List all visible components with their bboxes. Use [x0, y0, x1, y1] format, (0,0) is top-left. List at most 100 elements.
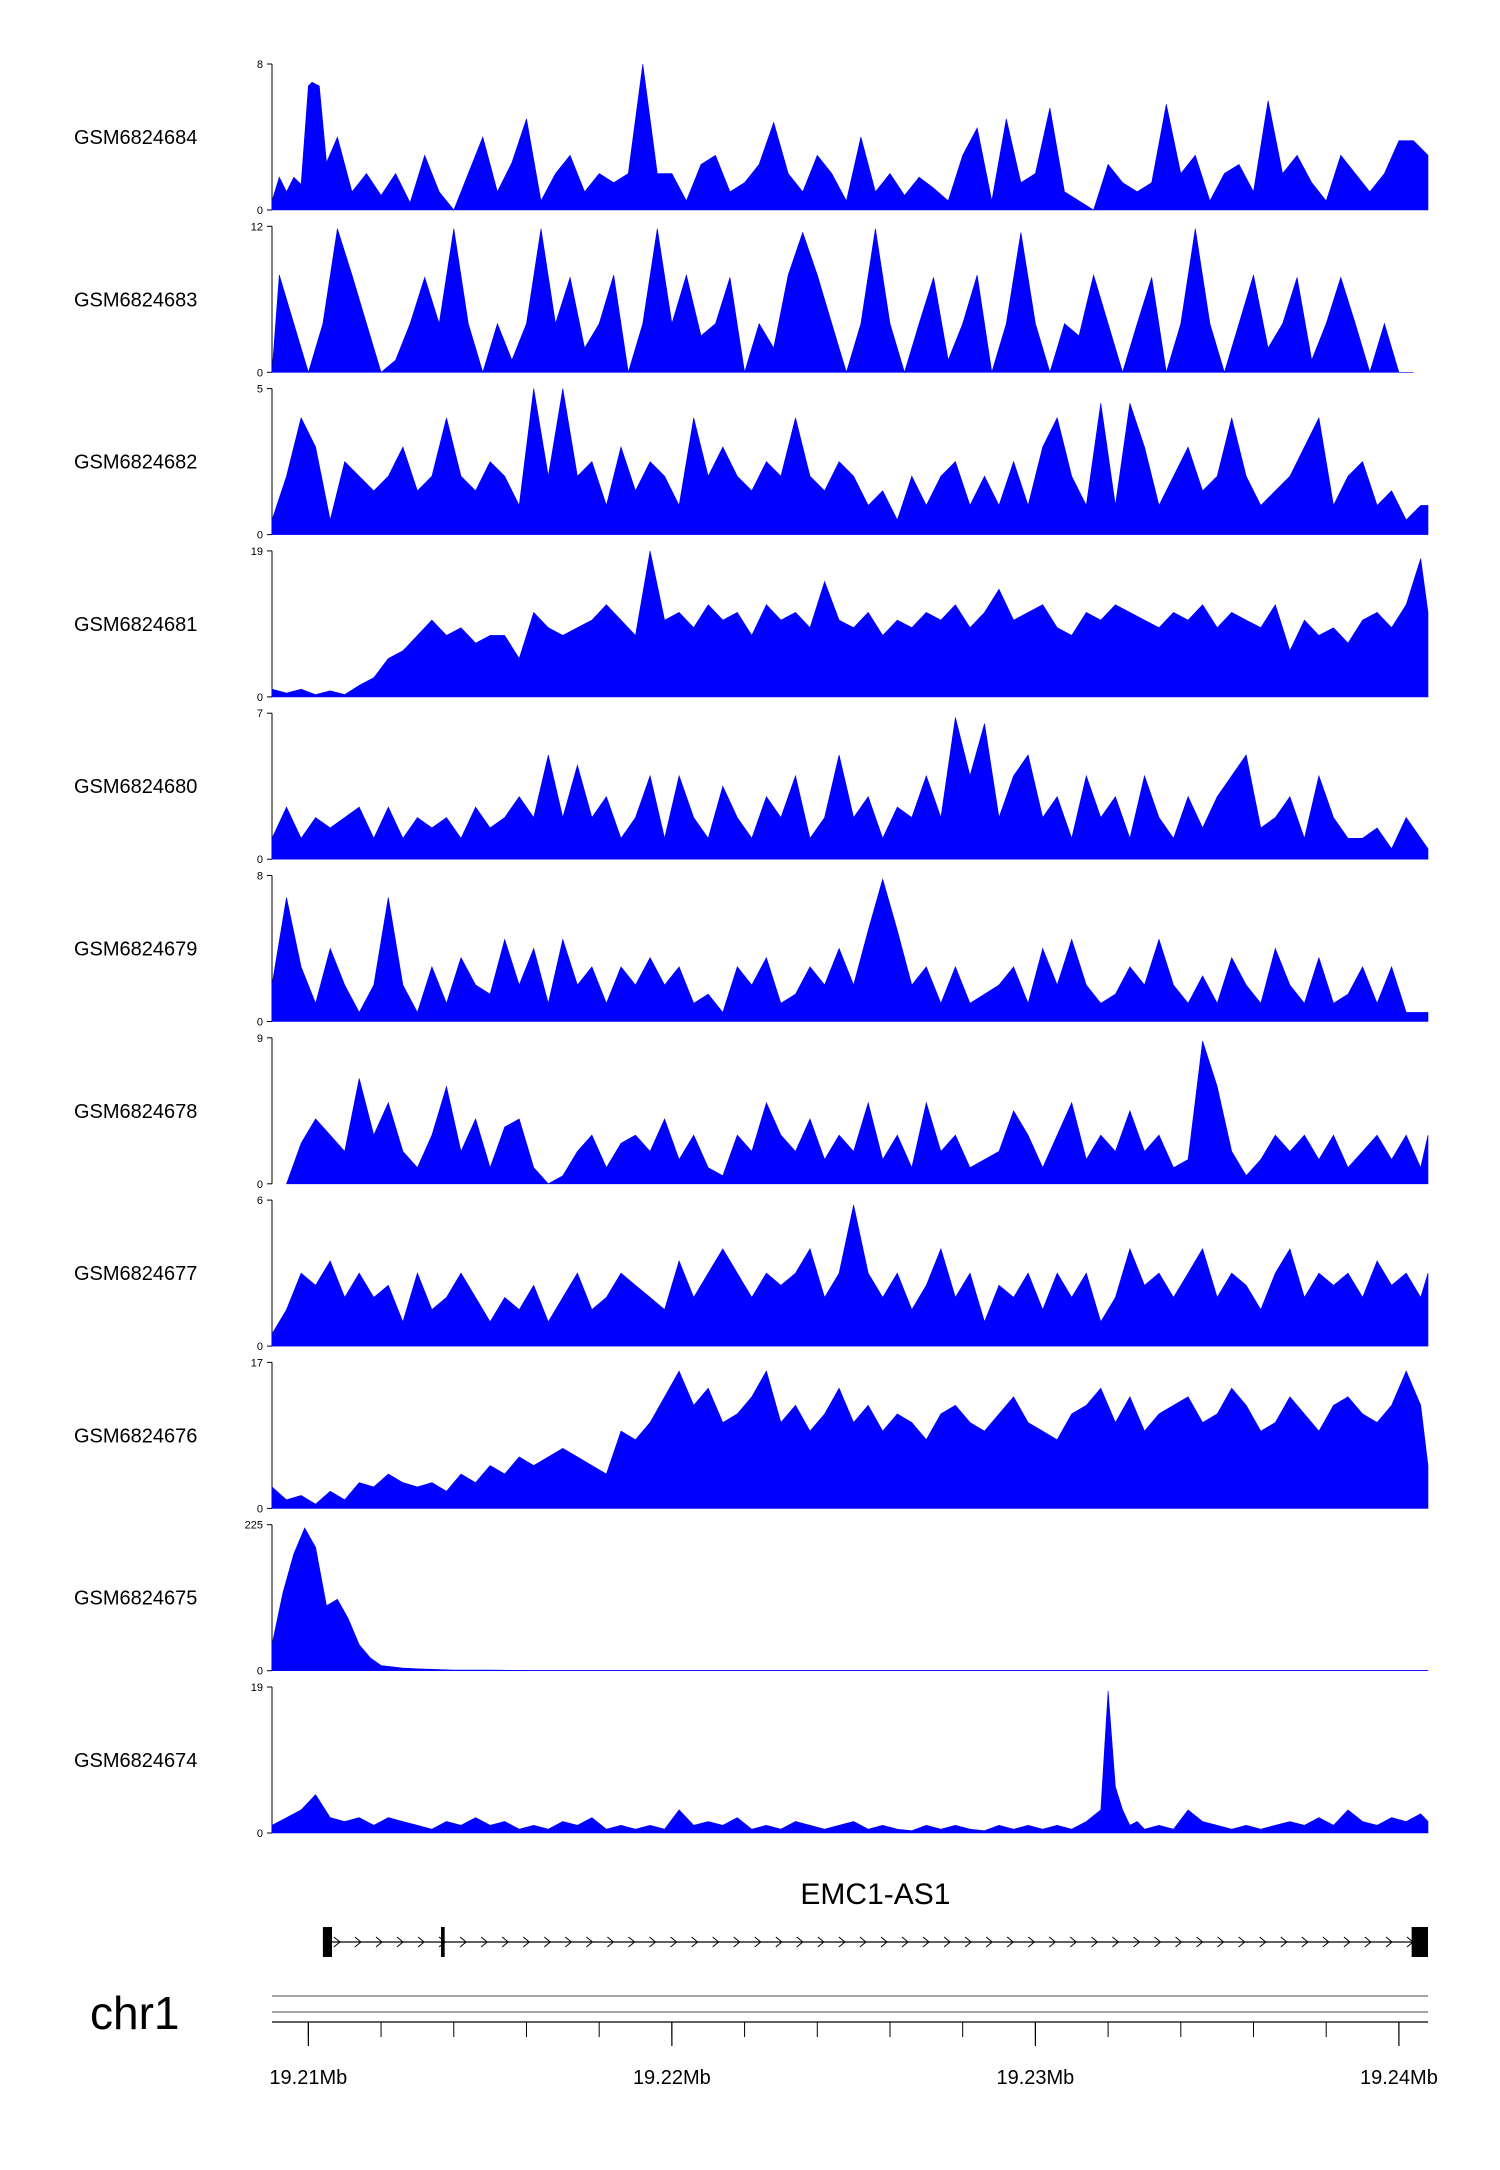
coverage-area	[271, 717, 1429, 860]
strand-arrow	[1133, 1936, 1141, 1948]
strand-arrow	[501, 1936, 509, 1948]
track-GSM6824682: GSM6824682 5 0	[74, 384, 1429, 542]
strand-arrow	[1154, 1936, 1162, 1948]
track-label: GSM6824681	[74, 614, 197, 636]
strand-arrow	[1217, 1936, 1225, 1948]
strand-arrow	[375, 1936, 383, 1948]
track-label: GSM6824682	[74, 452, 197, 474]
gene-label: EMC1-AS1	[800, 1878, 950, 1911]
track-label: GSM6824680	[74, 776, 197, 798]
strand-arrow	[1196, 1936, 1204, 1948]
strand-arrow	[543, 1936, 552, 1948]
coverage-area	[271, 550, 1429, 698]
y-axis-max-label: 12	[251, 221, 263, 233]
strand-arrow	[1301, 1936, 1309, 1948]
y-axis-min-label: 0	[257, 1341, 263, 1353]
chromosome-label: chr1	[90, 1987, 179, 2039]
strand-arrow	[922, 1936, 930, 1948]
gene-track: EMC1-AS1	[322, 1878, 1428, 1957]
strand-arrow	[733, 1936, 741, 1948]
strand-arrow	[1175, 1936, 1183, 1948]
y-axis-max-label: 19	[251, 546, 263, 558]
track-label: GSM6824677	[74, 1263, 197, 1285]
y-axis-max-label: 17	[251, 1357, 263, 1369]
strand-arrow	[1027, 1936, 1036, 1948]
strand-arrow	[754, 1936, 762, 1948]
y-axis-min-label: 0	[257, 1017, 263, 1029]
y-axis-max-label: 19	[251, 1682, 263, 1694]
strand-arrow	[838, 1936, 846, 1948]
strand-arrow	[796, 1936, 804, 1948]
coverage-area	[271, 228, 1414, 374]
strand-arrow	[354, 1936, 362, 1948]
strand-arrow	[1112, 1936, 1120, 1948]
coverage-area	[271, 1204, 1429, 1347]
strand-arrow	[417, 1936, 425, 1948]
y-axis-min-label: 0	[257, 1666, 263, 1678]
strand-arrow	[1006, 1936, 1014, 1948]
exon	[322, 1927, 332, 1957]
track-GSM6824680: GSM6824680 7 0	[74, 708, 1429, 866]
strand-arrow	[1238, 1936, 1246, 1948]
y-axis-max-label: 8	[257, 59, 263, 71]
strand-arrow	[628, 1936, 636, 1948]
strand-arrow	[522, 1936, 531, 1948]
strand-arrow	[1091, 1936, 1099, 1948]
strand-arrow	[985, 1936, 993, 1948]
x-axis-tick-label: 19.23Mb	[996, 2067, 1074, 2089]
coverage-area	[286, 1040, 1429, 1185]
coverage-area	[271, 63, 1429, 211]
y-axis-max-label: 225	[245, 1520, 263, 1532]
track-GSM6824676: GSM6824676 17 0	[74, 1357, 1429, 1515]
strand-arrow	[649, 1936, 657, 1948]
track-label: GSM6824676	[74, 1425, 197, 1447]
y-axis-max-label: 5	[257, 384, 263, 396]
track-GSM6824675: GSM6824675 225 0	[74, 1520, 1429, 1678]
track-GSM6824678: GSM6824678 9 0	[74, 1033, 1429, 1191]
coverage-area	[271, 388, 1429, 535]
y-axis-min-label: 0	[257, 205, 263, 217]
x-axis-tick-label: 19.24Mb	[1360, 2067, 1438, 2089]
track-GSM6824684: GSM6824684 8 0	[74, 59, 1429, 217]
x-axis-tick-label: 19.22Mb	[633, 2067, 711, 2089]
strand-arrow	[943, 1936, 951, 1948]
strand-arrow	[901, 1936, 909, 1948]
strand-arrow	[459, 1936, 467, 1948]
strand-arrow	[964, 1936, 972, 1948]
y-axis-max-label: 8	[257, 871, 263, 883]
strand-arrow	[333, 1936, 341, 1948]
strand-arrow	[1069, 1936, 1078, 1948]
strand-arrow	[859, 1936, 867, 1948]
y-axis-min-label: 0	[257, 692, 263, 704]
coverage-area	[271, 1370, 1429, 1509]
strand-arrow	[1259, 1936, 1267, 1948]
strand-arrow	[880, 1936, 888, 1948]
y-axis-min-label: 0	[257, 854, 263, 866]
track-GSM6824681: GSM6824681 19 0	[74, 546, 1429, 704]
y-axis-min-label: 0	[257, 367, 263, 379]
coverage-area	[271, 1527, 1429, 1671]
y-axis-max-label: 6	[257, 1195, 263, 1207]
track-GSM6824677: GSM6824677 6 0	[74, 1195, 1429, 1353]
strand-arrow	[1364, 1936, 1372, 1948]
exon	[441, 1927, 445, 1957]
strand-arrow	[480, 1936, 488, 1948]
strand-arrow	[564, 1936, 573, 1948]
y-axis-min-label: 0	[257, 1503, 263, 1515]
strand-arrow	[775, 1936, 783, 1948]
y-axis-max-label: 7	[257, 708, 263, 720]
strand-arrow	[712, 1936, 720, 1948]
strand-arrow	[1385, 1936, 1393, 1948]
y-axis-min-label: 0	[257, 1828, 263, 1840]
y-axis-min-label: 0	[257, 530, 263, 542]
strand-arrow	[1322, 1936, 1330, 1948]
track-GSM6824679: GSM6824679 8 0	[74, 871, 1429, 1029]
strand-arrow	[1343, 1936, 1351, 1948]
strand-arrow	[586, 1936, 594, 1948]
coverage-tracks: GSM682468480GSM6824683120GSM682468250GSM…	[74, 59, 1429, 1840]
track-label: GSM6824675	[74, 1588, 197, 1610]
strand-arrow	[691, 1936, 699, 1948]
track-label: GSM6824678	[74, 1101, 197, 1123]
y-axis-min-label: 0	[257, 1179, 263, 1191]
track-label: GSM6824679	[74, 939, 197, 961]
